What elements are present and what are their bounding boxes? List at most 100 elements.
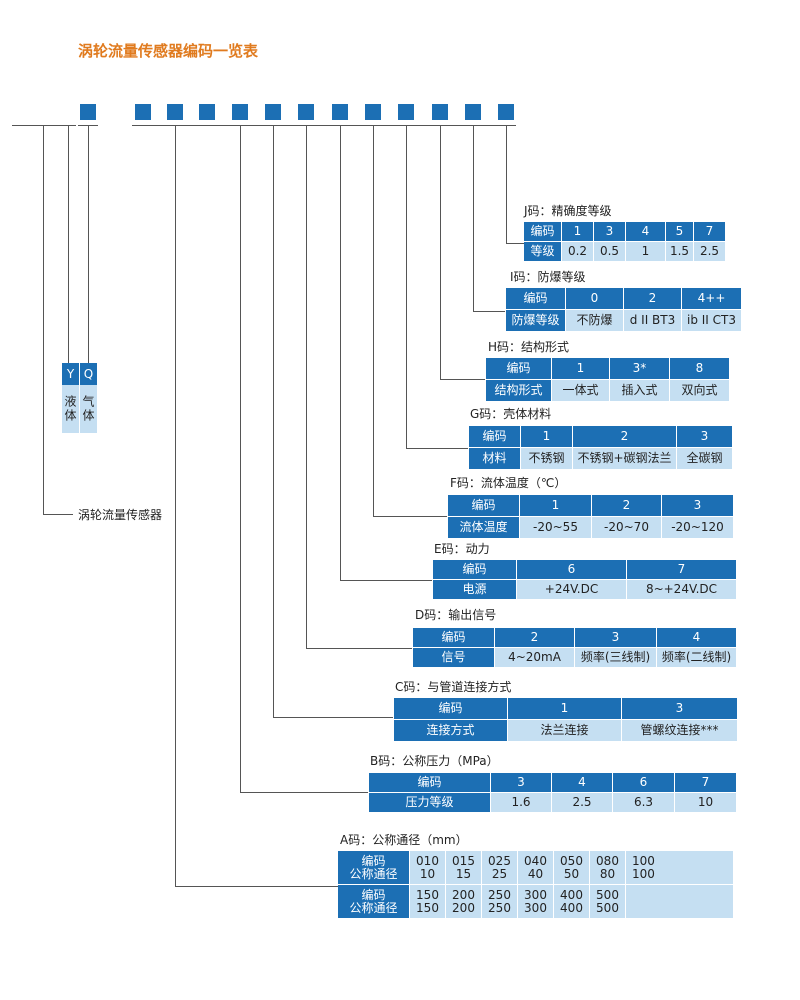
dn-cell: 400 400	[554, 885, 590, 919]
code-square-c	[265, 104, 281, 120]
code-cell: 5	[666, 222, 694, 242]
table-i: 编码 0 2 4++ 防爆等级 不防爆 d II BT3 ib II CT3	[506, 288, 742, 332]
connector-b	[240, 792, 368, 793]
dn-cell: 010 10	[410, 851, 446, 885]
table-caption-g: G码：壳体材料	[470, 407, 552, 421]
dn-cell-empty	[626, 885, 734, 919]
code-square-a2	[167, 104, 183, 120]
table-caption-c: C码：与管道连接方式	[395, 680, 512, 694]
dn-cell: 150 150	[410, 885, 446, 919]
code-cell: 6	[517, 560, 627, 580]
code-square-i	[465, 104, 481, 120]
code-cell: 4	[657, 628, 737, 648]
table-caption-e: E码：动力	[434, 542, 490, 556]
code-cell: 0	[566, 288, 624, 310]
connector-q	[88, 125, 89, 363]
dn-value: 80	[599, 866, 616, 881]
table-caption-j: J码：精确度等级	[524, 204, 612, 218]
table-h: 编码 1 3* 8 结构形式 一体式 插入式 双向式	[486, 358, 730, 402]
dn-cell: 040 40	[518, 851, 554, 885]
table-caption-f: F码：流体温度（℃）	[450, 476, 567, 490]
code-cell: 7	[627, 560, 737, 580]
row-head: 编码	[369, 773, 491, 793]
connector-c	[273, 125, 274, 717]
value-cell: 管螺纹连接***	[622, 720, 738, 742]
connector-b	[240, 125, 241, 792]
row-head: 连接方式	[394, 720, 508, 742]
code-square-d	[298, 104, 314, 120]
code-square-a	[135, 104, 151, 120]
row-head: 流体温度	[448, 517, 520, 539]
dn-code: 015	[452, 853, 475, 868]
dn-code: 010	[416, 853, 439, 868]
table-j: 编码 1 3 4 5 7 等级 0.2 0.5 1 1.5 2.5	[524, 222, 726, 262]
row-head-line2: 公称通径	[349, 900, 398, 915]
code-square-e	[332, 104, 348, 120]
table-caption-d: D码：输出信号	[415, 608, 497, 622]
value-cell: 1.6	[491, 793, 552, 813]
row-head: 编码	[486, 358, 552, 380]
medium-code: Y	[62, 363, 80, 385]
dn-cell: 300 300	[518, 885, 554, 919]
dn-code: 100	[632, 853, 655, 868]
value-cell: 0.2	[562, 242, 594, 262]
value-cell: 不防爆	[566, 310, 624, 332]
value-cell: +24V.DC	[517, 580, 627, 600]
dn-code: 500	[596, 887, 619, 902]
dn-value: 40	[527, 866, 544, 881]
connector-h	[440, 379, 485, 380]
code-cell: 8	[670, 358, 730, 380]
dn-code: 025	[488, 853, 511, 868]
dn-value: 15	[455, 866, 472, 881]
connector-y	[68, 125, 69, 363]
code-cell: 2	[624, 288, 682, 310]
table-a: 编码 公称通径 010 10 015 15 025 25 040 40 050 50 08…	[338, 851, 734, 919]
row-head: 编码 公称通径	[338, 885, 410, 919]
value-cell: ib II CT3	[682, 310, 742, 332]
value-cell: 1.5	[666, 242, 694, 262]
table-caption-h: H码：结构形式	[488, 340, 570, 354]
code-cell: 4	[552, 773, 613, 793]
row-head: 编码 公称通径	[338, 851, 410, 885]
connector-a	[175, 125, 176, 886]
value-cell: 双向式	[670, 380, 730, 402]
connector-f	[373, 125, 374, 516]
code-cell: 3	[491, 773, 552, 793]
dn-code: 200	[452, 887, 475, 902]
code-cell: 1	[562, 222, 594, 242]
value-cell: 插入式	[610, 380, 670, 402]
table-d: 编码 2 3 4 信号 4~20mA 频率(三线制) 频率(二线制)	[413, 628, 737, 668]
dn-code: 080	[596, 853, 619, 868]
code-cell: 3	[662, 495, 734, 517]
value-cell: 8~+24V.DC	[627, 580, 737, 600]
dn-value: 100	[632, 866, 655, 881]
value-cell: 全碳钢	[677, 448, 733, 470]
code-cell: 1	[508, 698, 622, 720]
code-cell: 1	[552, 358, 610, 380]
row-head-line1: 编码	[361, 853, 386, 868]
code-cell: 7	[675, 773, 737, 793]
value-cell: 6.3	[613, 793, 675, 813]
code-cell: 4	[626, 222, 666, 242]
connector-i	[473, 311, 505, 312]
code-cell: 1	[521, 426, 573, 448]
table-g: 编码 1 2 3 材料 不锈钢 不锈钢+碳钢法兰 全碳钢	[469, 426, 733, 470]
row-head: 编码	[413, 628, 495, 648]
page-title: 涡轮流量传感器编码一览表	[78, 42, 259, 60]
connector-a	[175, 886, 338, 887]
code-square-f	[365, 104, 381, 120]
dn-cell: 200 200	[446, 885, 482, 919]
dn-value: 400	[560, 900, 583, 915]
dn-code: 400	[560, 887, 583, 902]
dn-cell: 025 25	[482, 851, 518, 885]
value-cell: 法兰连接	[508, 720, 622, 742]
value-cell: 10	[675, 793, 737, 813]
baseline	[12, 125, 76, 126]
code-square-b	[232, 104, 248, 120]
code-cell: 3	[594, 222, 626, 242]
value-cell: 不锈钢	[521, 448, 573, 470]
value-cell: 4~20mA	[495, 648, 575, 668]
code-square-type	[80, 104, 96, 120]
code-cell: 2	[573, 426, 677, 448]
value-cell: 2.5	[552, 793, 613, 813]
